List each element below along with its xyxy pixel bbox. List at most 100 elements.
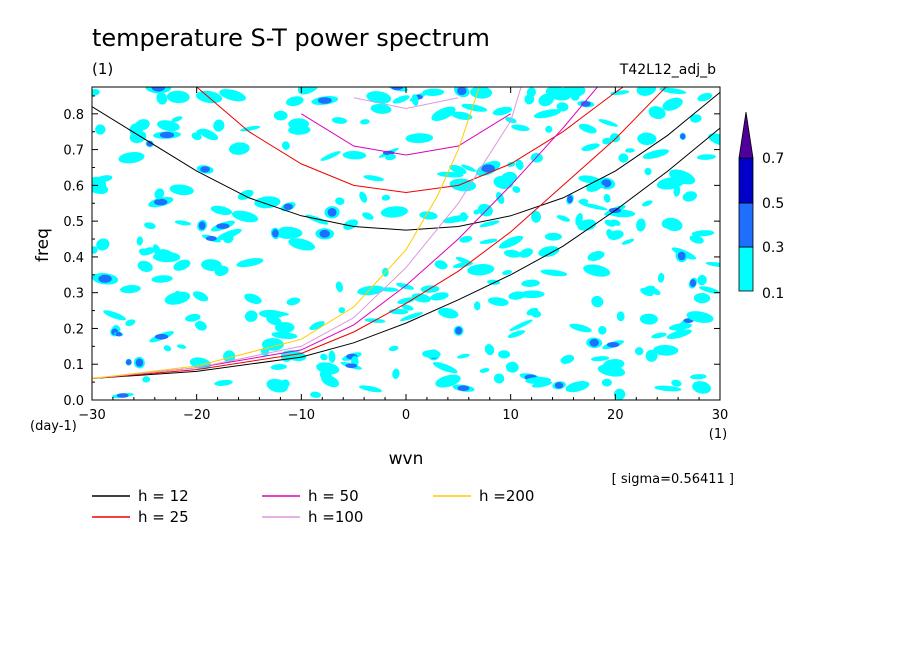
colorbar-segment — [738, 157, 754, 204]
contour-patch — [500, 171, 518, 185]
contour-patch — [281, 141, 290, 150]
contour-patch — [288, 238, 316, 251]
contour-patch — [154, 198, 168, 206]
contour-patch — [96, 238, 110, 251]
contour-patch — [651, 332, 667, 339]
contour-patch — [538, 93, 554, 107]
contour-patch — [259, 309, 284, 319]
contour-patch — [509, 319, 533, 332]
contour-patch — [544, 232, 563, 241]
dispersion-curve-2 — [92, 87, 599, 379]
x-axis-label: wvn — [389, 449, 424, 469]
contour-patch — [157, 120, 180, 132]
contour-patch — [484, 344, 495, 356]
contour-patch — [457, 385, 470, 392]
contour-patch — [639, 313, 658, 325]
contour-patch — [636, 87, 657, 96]
contour-patch — [136, 236, 143, 246]
contour-patch — [492, 106, 513, 116]
contour-patch — [515, 159, 524, 170]
contour-patch — [498, 235, 524, 249]
contour-patch — [581, 143, 600, 152]
x-unit: (1) — [709, 427, 727, 442]
contour-patch — [609, 133, 621, 143]
contour-patch — [278, 226, 303, 237]
contour-patch — [436, 171, 464, 178]
y-axis: 0.0 0.1 0.2 0.3 0.4 0.5 0.6 0.7 0.8 — [63, 95, 720, 409]
contour-patch — [580, 101, 591, 107]
contour-patch — [616, 311, 625, 322]
contour-patch — [487, 297, 509, 306]
contour-patch — [286, 96, 304, 107]
contour-patch — [137, 260, 153, 272]
contour-patch — [578, 198, 589, 205]
contour-patch — [524, 94, 535, 105]
contour-patch — [498, 350, 511, 359]
colorbar-label: 0.1 — [762, 286, 784, 302]
contour-patch — [589, 338, 599, 347]
contour-patch — [244, 310, 258, 322]
chart-title: temperature S-T power spectrum — [92, 24, 490, 52]
contour-patch — [591, 356, 610, 362]
contour-patch — [357, 285, 385, 296]
contour-patch — [437, 307, 459, 319]
contour-patch — [205, 236, 217, 241]
contour-patch — [656, 177, 685, 190]
contour-patch — [512, 186, 521, 193]
contour-patch — [449, 178, 477, 192]
contour-patch — [310, 391, 321, 398]
y-axis-label: freq — [33, 228, 53, 262]
contour-patch — [692, 381, 711, 394]
contour-patch — [583, 264, 611, 277]
contour-patch — [335, 281, 344, 293]
x-axis: −30 −20 −10 0 10 20 30 — [78, 87, 728, 423]
contour-patch — [159, 131, 175, 139]
contour-patch — [473, 301, 481, 311]
contour-patch — [240, 125, 261, 132]
contour-patch — [359, 385, 382, 393]
contour-patch — [200, 166, 211, 173]
contour-patch — [495, 192, 505, 204]
contour-patch — [511, 124, 530, 132]
y-tick-label: 0.0 — [63, 394, 84, 409]
contour-patch — [185, 313, 201, 322]
contour-patch — [154, 333, 169, 340]
contour-patch — [237, 189, 254, 200]
contour-patch — [103, 310, 127, 321]
contour-patch — [691, 230, 715, 237]
contour-patch — [604, 219, 616, 227]
y-tick-label: 0.4 — [63, 251, 84, 266]
contour-patch — [645, 349, 658, 362]
contour-patch — [641, 200, 653, 207]
contour-patch — [648, 106, 666, 120]
contour-patch — [603, 193, 611, 203]
contour-patch — [139, 248, 148, 256]
contour-patch — [151, 87, 165, 92]
contour-patch — [507, 161, 516, 167]
contour-patch — [223, 350, 236, 363]
contour-patch — [697, 92, 713, 102]
legend-label: h = 25 — [138, 508, 189, 526]
contour-patch — [540, 269, 568, 277]
contour-patch — [125, 359, 132, 366]
contour-patch — [283, 203, 293, 210]
contour-patch — [331, 117, 347, 124]
contour-patch — [591, 295, 604, 308]
x-tick-label: −30 — [78, 408, 105, 423]
contour-patch — [449, 164, 467, 175]
y-tick-label: 0.1 — [63, 358, 84, 373]
contour-field — [92, 87, 720, 400]
contour-patch — [508, 291, 526, 300]
contour-patch — [343, 219, 358, 230]
contour-patch — [502, 270, 512, 275]
contour-patch — [380, 206, 408, 218]
contour-patch — [671, 379, 682, 387]
contour-patch — [503, 249, 522, 258]
contour-patch — [521, 279, 540, 287]
x-tick-label: −10 — [288, 408, 315, 423]
contour-patch — [135, 358, 144, 367]
contour-patch — [637, 132, 657, 146]
contour-patch — [481, 164, 496, 173]
contour-patch — [271, 331, 298, 339]
contour-patch — [381, 194, 391, 201]
